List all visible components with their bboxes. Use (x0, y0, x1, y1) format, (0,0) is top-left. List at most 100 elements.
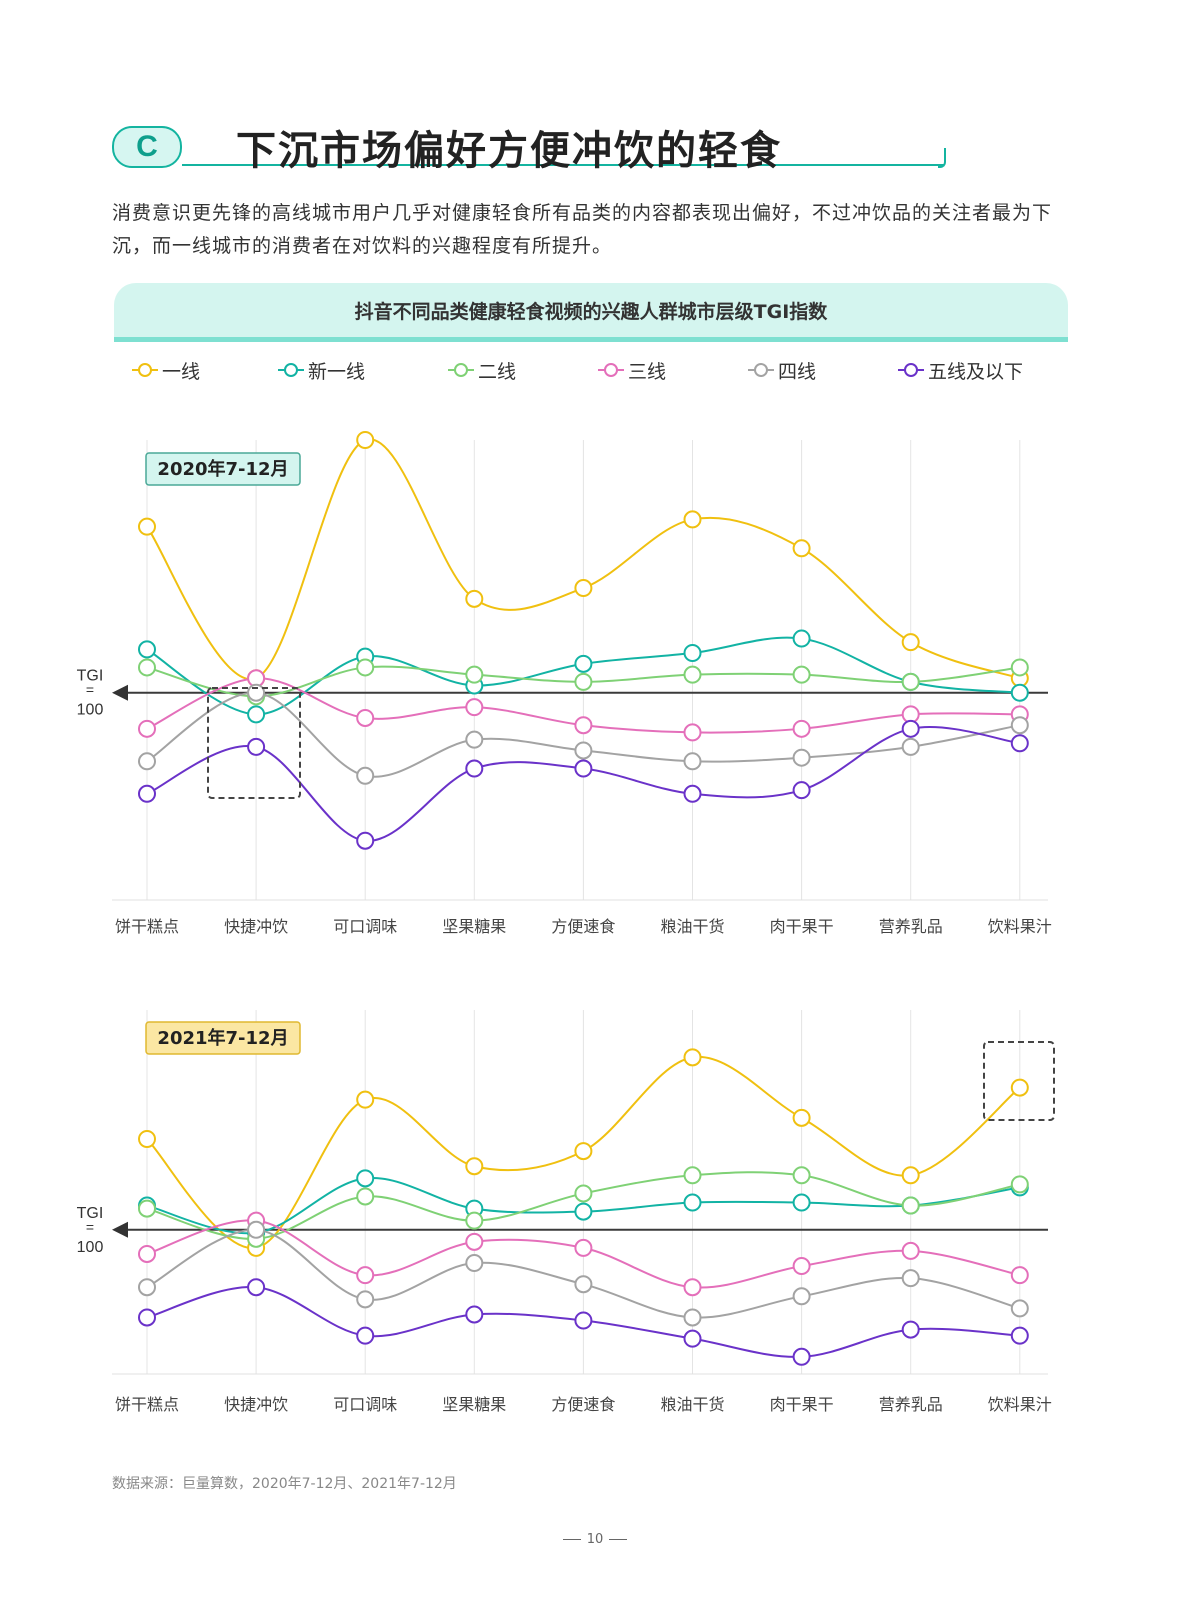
chart-title: 抖音不同品类健康轻食视频的兴趣人群城市层级TGI指数 (354, 301, 828, 323)
x-tick-label: 饮料果汁 (988, 917, 1052, 936)
period-label: 2021年7-12月 (157, 1027, 288, 1049)
period-box (145, 452, 301, 486)
data-point (138, 1199, 156, 1218)
data-point (138, 784, 156, 803)
data-point (901, 719, 920, 738)
data-point (1010, 1078, 1029, 1097)
data-point (683, 1308, 702, 1327)
series-line (146, 438, 1021, 681)
data-point (356, 766, 375, 785)
legend-marker-icon (598, 363, 624, 377)
section-badge: C (112, 126, 182, 168)
data-point (356, 708, 375, 727)
x-tick-label: 方便速食 (551, 917, 615, 936)
data-point (465, 1305, 484, 1324)
arrow-left-icon (112, 684, 128, 701)
data-point (138, 1278, 156, 1297)
data-point (247, 1220, 266, 1239)
legend-label: 三线 (628, 360, 667, 383)
data-point (465, 665, 484, 684)
x-tick-label: 粮油干货 (660, 917, 724, 936)
data-point (465, 759, 484, 778)
data-point (356, 831, 375, 850)
highlight-dashed-box (207, 687, 301, 799)
data-point (574, 1184, 593, 1203)
data-point (247, 705, 266, 724)
tgi-equals-label: = (86, 682, 94, 698)
x-tick-label: 方便速食 (551, 1395, 615, 1414)
legend-marker-icon (748, 363, 774, 377)
data-point (683, 752, 702, 771)
data-point (465, 1211, 484, 1230)
data-point (465, 1254, 484, 1273)
data-point (574, 654, 593, 673)
legend-marker-icon (898, 363, 924, 377)
data-point (901, 1166, 920, 1185)
data-point (138, 517, 156, 536)
data-point (683, 1329, 702, 1348)
legend-item-tier4: 四线 (748, 355, 816, 385)
x-tick-label: 坚果糖果 (442, 1395, 506, 1414)
data-point (1010, 734, 1029, 753)
data-point (574, 1202, 593, 1221)
data-point (247, 737, 266, 756)
data-point (683, 510, 702, 529)
data-point (1010, 683, 1029, 702)
data-point (683, 1166, 702, 1185)
x-tick-label: 饮料果汁 (988, 1395, 1052, 1414)
data-point (574, 1142, 593, 1161)
chart-legend: 一线 新一线 二线 三线 四线 五线及以下 (132, 355, 1072, 385)
legend-item-new-tier1: 新一线 (278, 355, 365, 385)
data-point (465, 730, 484, 749)
series-line (146, 726, 1020, 842)
section-header: C 下沉市场偏好方便冲饮的轻食 (112, 112, 946, 174)
data-point (138, 719, 156, 738)
legend-label: 新一线 (308, 360, 366, 383)
data-point (356, 1187, 375, 1206)
data-point (356, 658, 375, 677)
data-point (901, 1320, 920, 1339)
x-tick-label: 可口调味 (333, 917, 397, 936)
data-point (356, 431, 375, 449)
data-point (465, 589, 484, 608)
tgi-label: TGI (77, 1205, 104, 1222)
data-point (574, 1238, 593, 1257)
line-chart-2020: 饼干糕点 快捷冲饮 可口调味 坚果糖果 方便速食 粮油干货 肉干果干 营养乳品 饮料果汁 TGI=… (77, 431, 1052, 936)
legend-marker-icon (448, 363, 474, 377)
data-point (683, 644, 702, 662)
data-point (901, 633, 920, 652)
legend-item-tier2: 二线 (448, 355, 516, 385)
tgi-value-label: 100 (77, 1239, 104, 1256)
legend-label: 四线 (778, 360, 817, 383)
data-point (1010, 658, 1029, 677)
x-tick-label: 可口调味 (333, 1395, 397, 1414)
period-label: 2020年7-12月 (157, 458, 288, 480)
data-point (901, 1269, 920, 1288)
data-point (1010, 1326, 1029, 1345)
intro-paragraph: 消费意识更先锋的高线城市用户几乎对健康轻食所有品类的内容都表现出偏好，不过冲饮品… (112, 202, 1053, 257)
data-point (792, 719, 811, 738)
data-point (574, 741, 593, 760)
data-point (901, 737, 920, 756)
series-line (146, 691, 1020, 778)
x-tick-label: 营养乳品 (879, 917, 943, 936)
tgi-equals-label: = (86, 1219, 94, 1235)
data-point (792, 748, 811, 767)
data-point (1010, 1266, 1029, 1285)
page-title: 下沉市场偏好方便冲饮的轻食 (236, 128, 782, 174)
data-point (683, 1193, 702, 1212)
legend-marker-icon (132, 363, 158, 377)
x-tick-label: 快捷冲饮 (224, 917, 288, 936)
data-point (574, 579, 593, 598)
data-point (356, 1290, 375, 1309)
data-point (465, 1232, 484, 1251)
data-point (574, 672, 593, 691)
legend-marker-icon (278, 363, 304, 377)
x-tick-label: 坚果糖果 (442, 917, 506, 936)
tgi-label: TGI (77, 668, 104, 685)
data-point (792, 781, 811, 800)
legend-item-tier1: 一线 (132, 355, 200, 385)
data-source-note: 数据来源：巨量算数，2020年7-12月、2021年7-12月 (112, 1476, 457, 1492)
data-point (792, 1166, 811, 1185)
data-point (792, 1108, 811, 1127)
